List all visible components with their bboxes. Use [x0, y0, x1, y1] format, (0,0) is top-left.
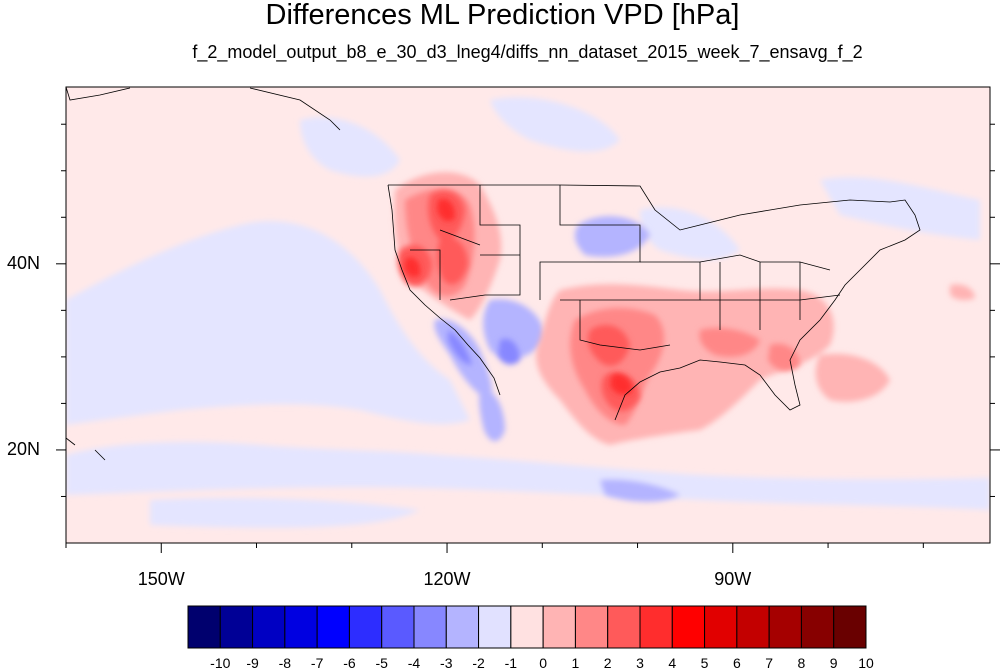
colorbar-box [671, 605, 706, 649]
colorbar-label: -10 [210, 655, 231, 671]
lat-tick-label: 40N [6, 252, 40, 273]
colorbar-box [187, 605, 221, 649]
colorbar-label: 4 [668, 655, 677, 671]
colorbar-label: -2 [472, 655, 485, 671]
colorbar-box [510, 605, 544, 649]
coastlines-and-borders [65, 86, 921, 461]
negative-difference-field [66, 97, 990, 528]
colorbar-box [639, 605, 673, 649]
colorbar-label: -4 [407, 655, 421, 671]
colorbar-box [445, 605, 480, 649]
colorbar-box [768, 605, 802, 649]
colorbar-box [704, 605, 738, 649]
colorbar-label: -9 [246, 655, 259, 671]
colorbar-box [413, 605, 447, 649]
colorbar-label: 2 [603, 655, 612, 671]
colorbar-label: 10 [858, 655, 874, 671]
difference-map [56, 86, 1000, 553]
colorbar-label: -1 [504, 655, 518, 671]
lon-tick-label: 90W [714, 569, 752, 589]
lon-tick-label: 120W [423, 569, 471, 589]
colorbar-box [316, 605, 350, 649]
colorbar-label: -6 [343, 655, 356, 671]
colorbar-box [381, 605, 415, 649]
plot-subtitle: f_2_model_output_b8_e_30_d3_lneg4/diffs_… [192, 42, 863, 62]
colorbar-label: -8 [278, 655, 292, 671]
colorbar-label: 7 [765, 655, 774, 671]
plot-title: Differences ML Prediction VPD [hPa] [265, 0, 740, 31]
colorbar-box [542, 605, 576, 649]
map-frame [65, 86, 991, 544]
colorbar-box [736, 605, 770, 649]
colorbar-box [833, 605, 867, 649]
colorbar-box [252, 605, 286, 649]
colorbar-box [348, 605, 383, 649]
colorbar-label: -7 [310, 655, 324, 671]
colorbar-box [284, 605, 318, 649]
lat-tick-label: 20N [6, 438, 40, 459]
colorbar-box [478, 605, 512, 649]
colorbar-label: 0 [539, 655, 548, 671]
colorbar-label: 5 [700, 655, 709, 671]
colorbar-label: -3 [440, 655, 453, 671]
colorbar-label: -5 [375, 655, 388, 671]
colorbar-label: 6 [732, 655, 741, 671]
lon-tick-label: 150W [137, 569, 185, 589]
colorbar-label: 8 [797, 655, 806, 671]
colorbar-box [219, 605, 254, 649]
colorbar-box [800, 605, 835, 649]
colorbar-label: 1 [571, 655, 580, 671]
colorbar-box [607, 605, 641, 649]
colorbar-box [574, 605, 609, 649]
axis-ticks [56, 123, 1000, 553]
colorbar-label: 3 [636, 655, 644, 671]
colorbar-label: 9 [829, 655, 838, 671]
